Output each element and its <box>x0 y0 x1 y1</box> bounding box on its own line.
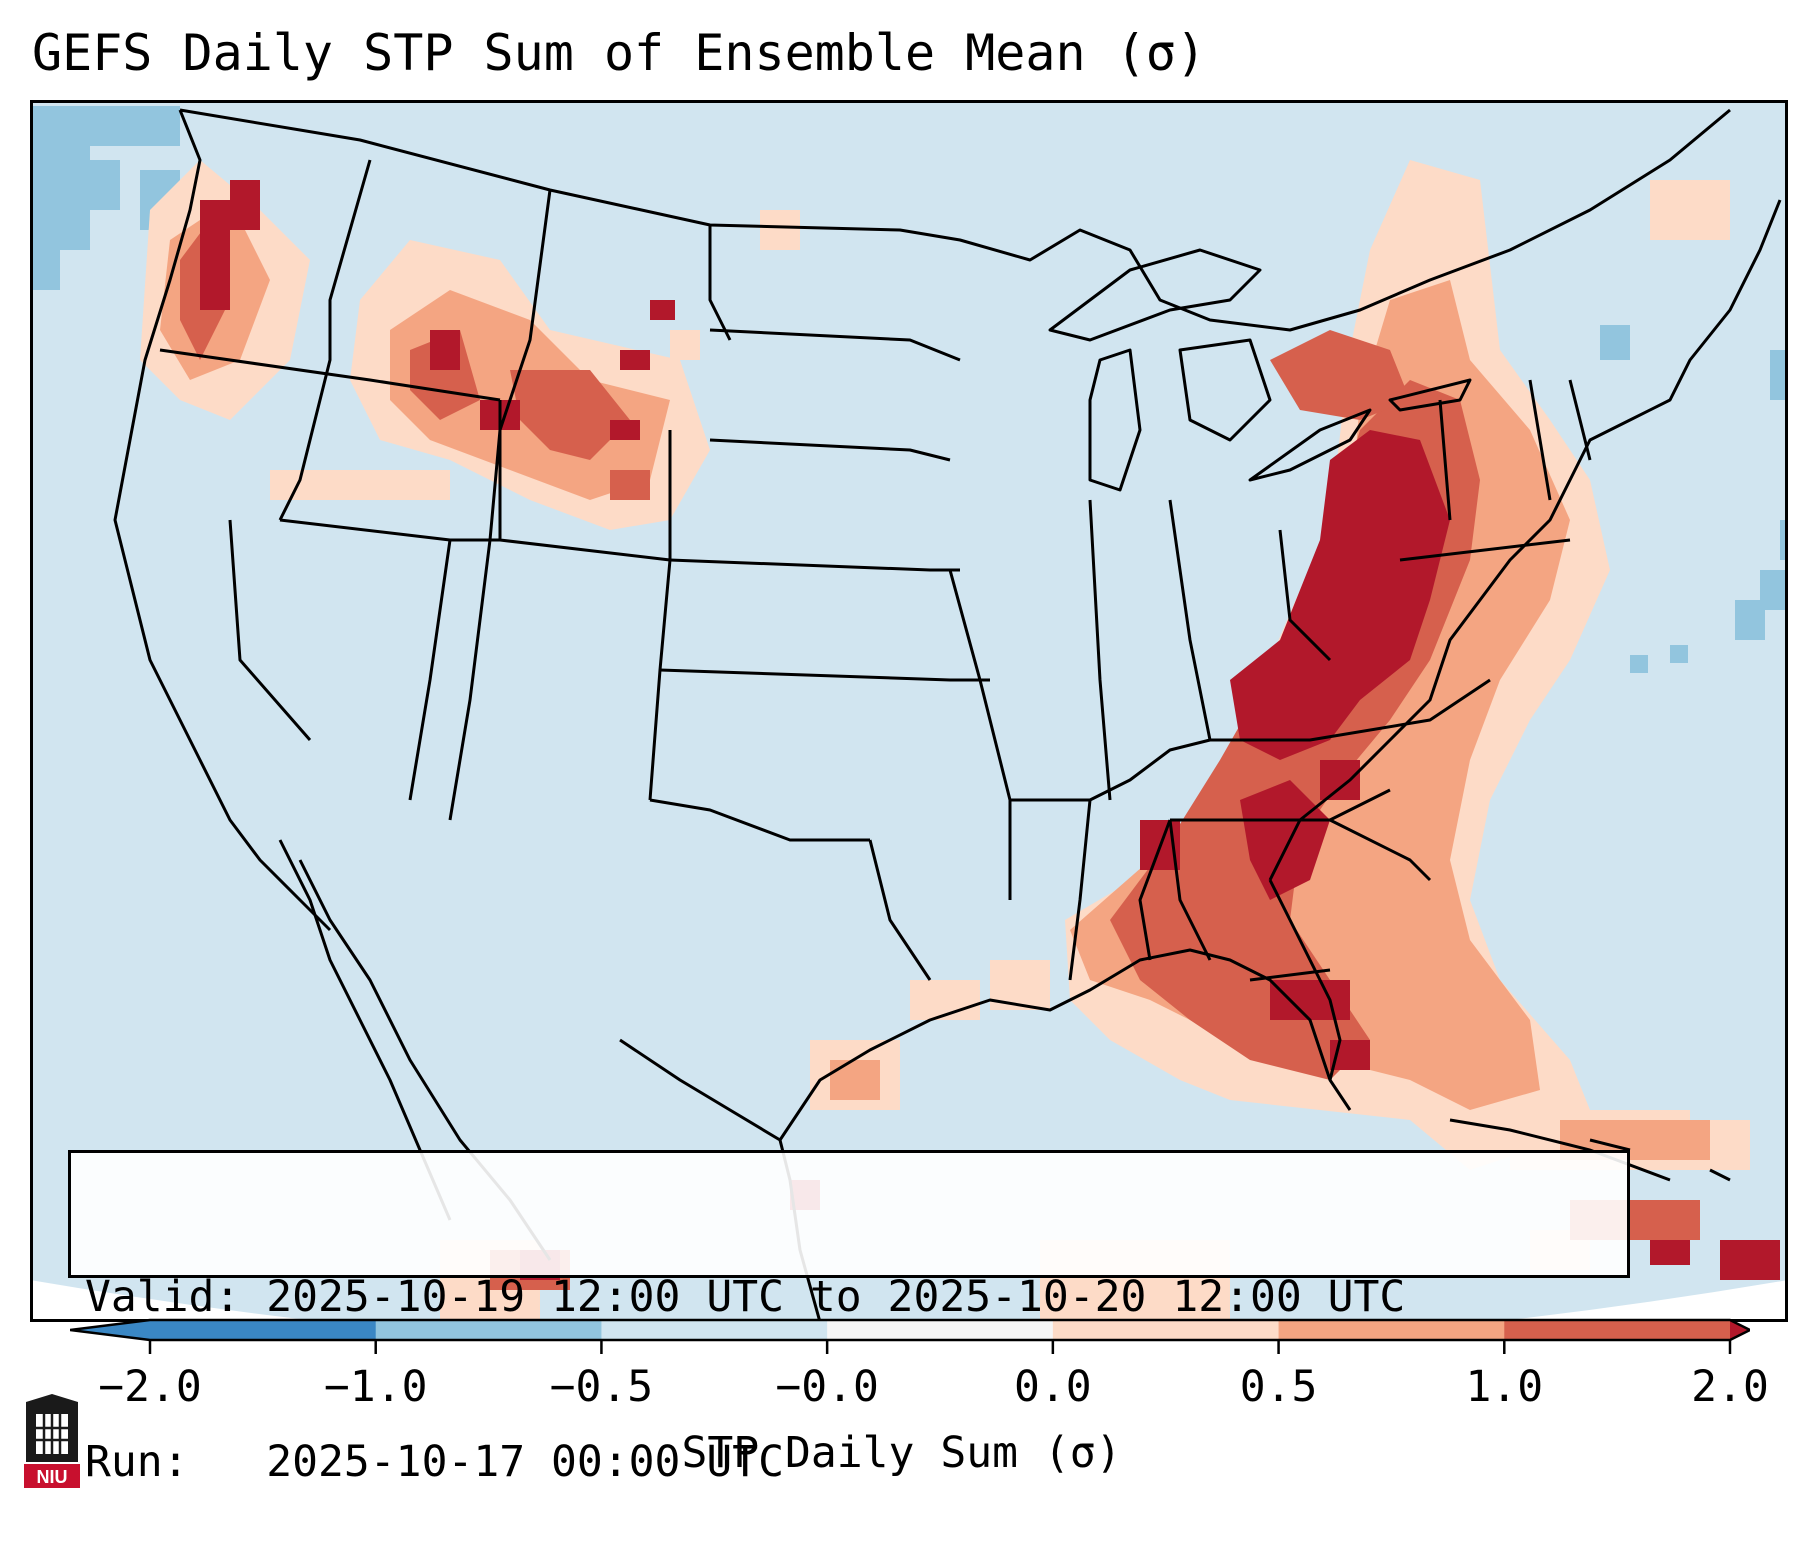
valid-run-infobox: Valid: 2025-10-19 12:00 UTC to 2025-10-2… <box>68 1150 1630 1278</box>
colorbar <box>70 1318 1750 1358</box>
colorbar-bin <box>1279 1320 1505 1340</box>
map-panel <box>30 100 1788 1322</box>
colorbar-tick-label: 1.0 <box>1465 1362 1543 1412</box>
niu-logo: NIU <box>20 1392 84 1492</box>
map-title: GEFS Daily STP Sum of Ensemble Mean (σ) <box>32 24 1206 82</box>
colorbar-tick-label: 0.0 <box>1014 1362 1092 1412</box>
colorbar-tick-label: −1.0 <box>324 1362 428 1412</box>
run-label: Run: <box>85 1437 189 1487</box>
colorbar-bin <box>150 1320 376 1340</box>
colorbar-tick-label: 0.5 <box>1240 1362 1318 1412</box>
colorbar-tick-label: −2.0 <box>98 1362 202 1412</box>
colorbar-bin <box>1053 1320 1279 1340</box>
colorbar-tick-label: 2.0 <box>1691 1362 1769 1412</box>
colorbar-bin <box>376 1320 602 1340</box>
logo-text: NIU <box>37 1467 68 1487</box>
colorbar-bin <box>601 1320 827 1340</box>
colorbar-tick-label: −0.0 <box>775 1362 879 1412</box>
colorbar-bin <box>827 1320 1053 1340</box>
colorbar-extend-low <box>70 1320 150 1340</box>
valid-value: 2025-10-19 12:00 UTC to 2025-10-20 12:00… <box>266 1272 1405 1322</box>
colorbar-label: STP Daily Sum (σ) <box>681 1428 1121 1478</box>
colorbar-extend-high <box>1730 1320 1750 1340</box>
colorbar-tick-label: −0.5 <box>550 1362 654 1412</box>
colorbar-bin <box>1504 1320 1730 1340</box>
valid-label: Valid: <box>85 1272 240 1322</box>
